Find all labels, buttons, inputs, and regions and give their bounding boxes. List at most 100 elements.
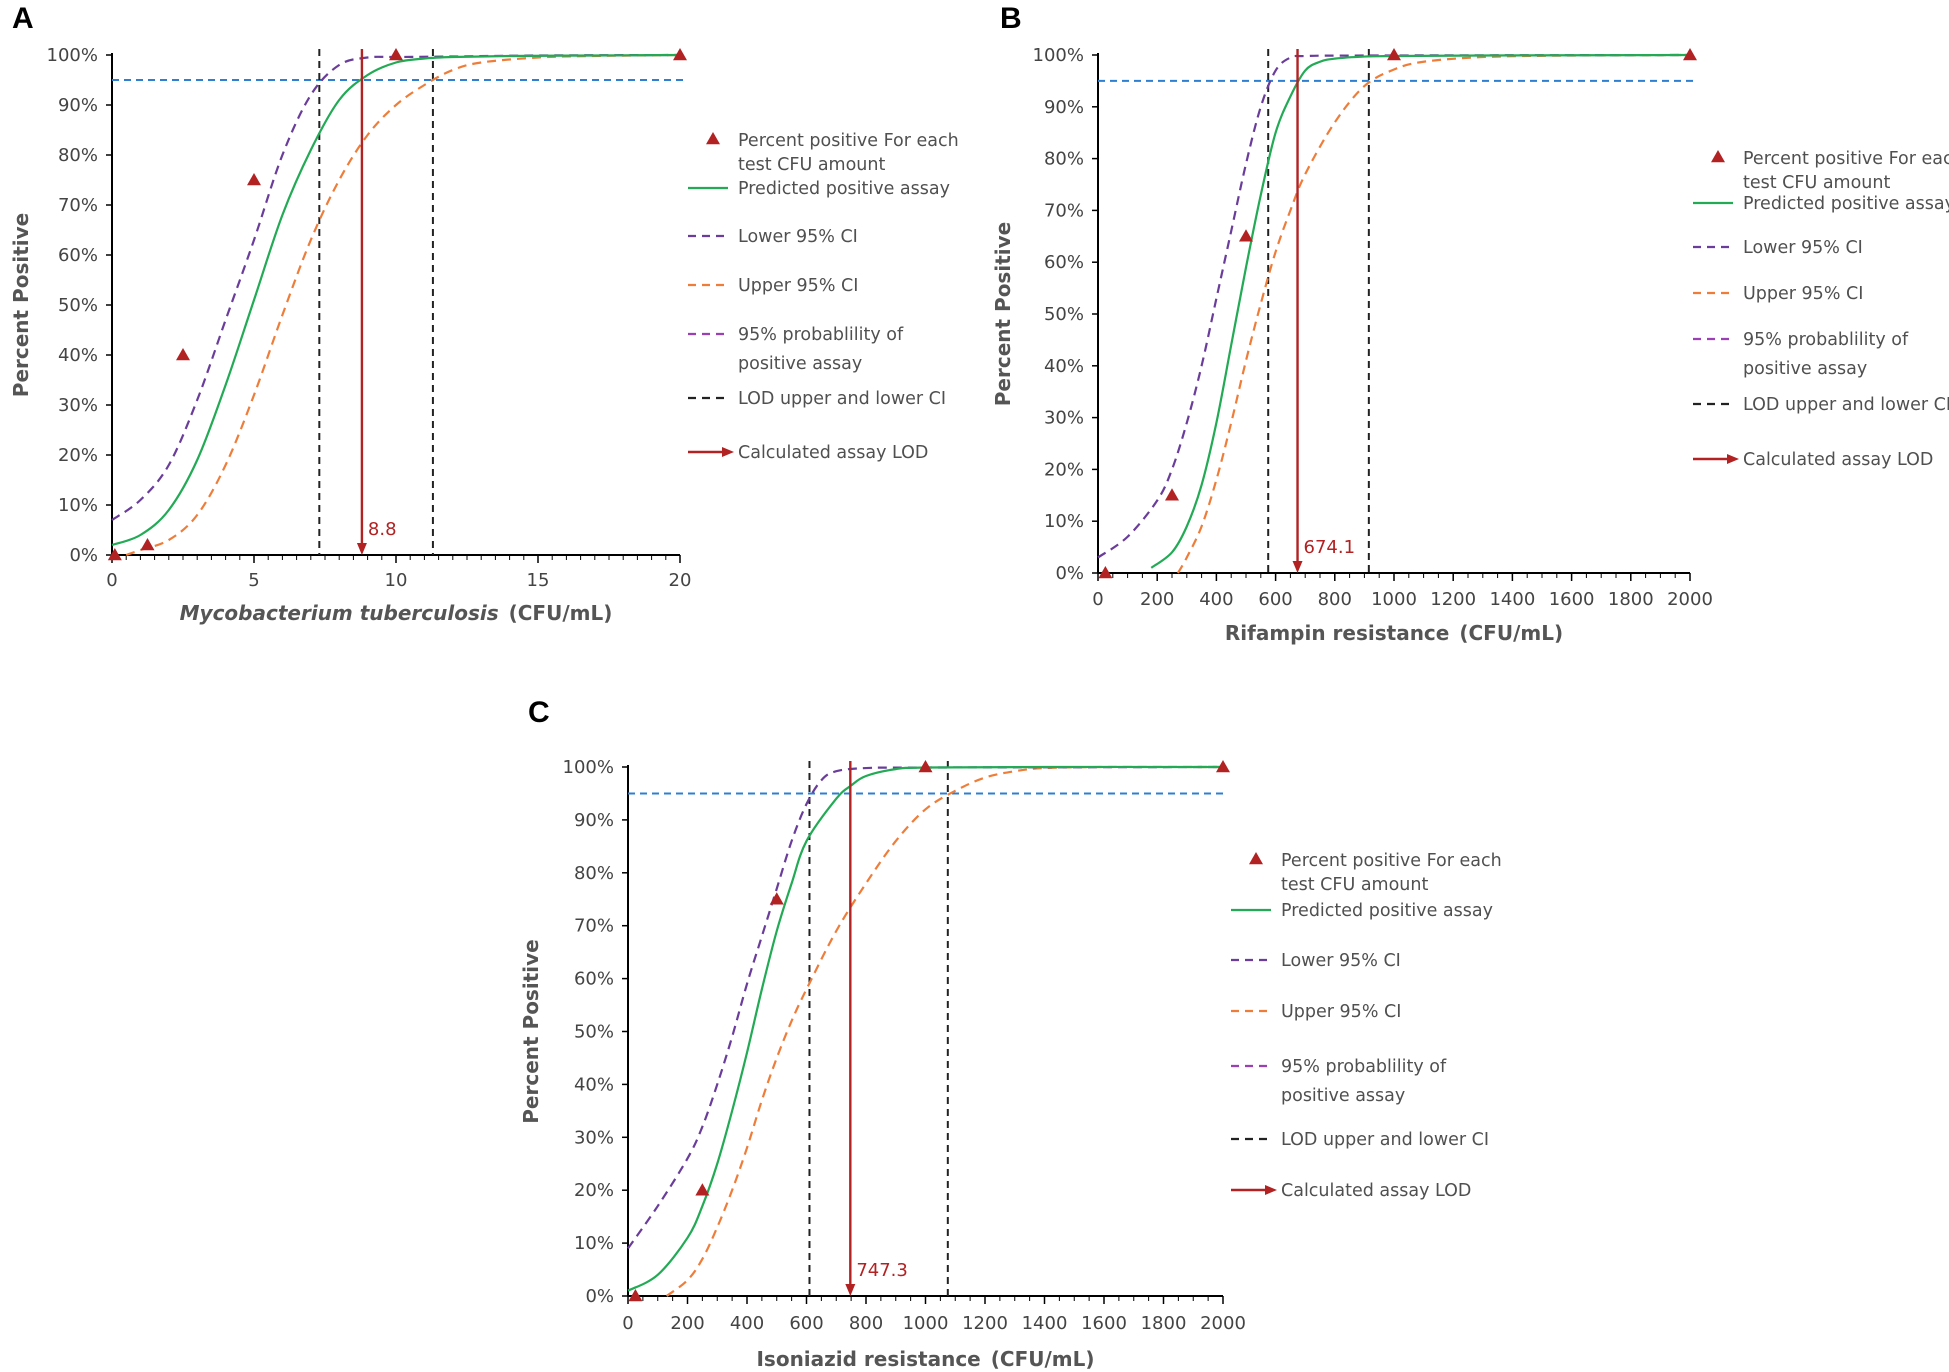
y-tick-label: 70% [574,916,614,937]
lod-value-label: 747.3 [856,1260,908,1281]
y-tick-label: 50% [1044,304,1084,325]
data-point [247,173,261,186]
legend: Percent positive For each test CFU amount… [688,131,959,463]
y-tick-label: 0% [585,1286,614,1307]
data-point [1683,48,1697,61]
legend-points-label: Percent positive For each [1281,851,1502,871]
legend-prob-label: 95% probablility of [738,325,904,345]
x-axis-title: Isoniazid resistance (CFU/mL) [756,1347,1094,1371]
lod-arrow-head [1292,561,1303,573]
y-tick-label: 60% [574,969,614,990]
data-point [107,548,122,561]
x-axis-title-unit: (CFU/mL) [509,601,613,625]
data-point [389,48,403,61]
x-tick-label: 800 [849,1313,883,1334]
legend-prob-label-line2: positive assay [738,354,862,374]
y-tick-label: 0% [69,545,98,566]
data-point [1239,229,1253,242]
predicted-fit-curve [1150,53,1691,569]
x-tick-label: 400 [730,1313,764,1334]
upper-ci-curve [1176,53,1691,574]
lod-value-label: 8.8 [368,519,397,540]
x-tick-label: 200 [1140,589,1174,610]
y-tick-label: 30% [58,395,98,416]
legend-upper-label: Upper 95% CI [1743,284,1863,304]
x-axis-title: Mycobacterium tuberculosis (CFU/mL) [180,601,613,625]
legend-lod-arrow [1727,454,1739,464]
lower-ci-curve [627,765,1224,1250]
x-tick-label: 400 [1199,589,1233,610]
lod-arrow-head [845,1284,856,1296]
y-tick-label: 70% [58,195,98,216]
legend-lod-label: Calculated assay LOD [1281,1181,1471,1201]
data-point [918,760,933,773]
x-tick-label: 200 [670,1313,704,1334]
x-tick-label: 1000 [903,1313,949,1334]
y-tick-label: 100% [1033,45,1084,66]
y-tick-label: 100% [563,757,614,778]
x-tick-label: 0 [106,570,117,591]
y-axis-title: Percent Positive [9,213,33,397]
y-tick-label: 50% [58,295,98,316]
lower-ci-curve [1097,53,1691,559]
predicted-fit-curve [627,765,1224,1292]
x-tick-label: 15 [527,570,550,591]
y-tick-label: 60% [58,245,98,266]
panel-label: A [12,2,34,35]
legend-lodci-label: LOD upper and lower CI [1743,395,1949,415]
legend-lodci-label: LOD upper and lower CI [1281,1130,1489,1150]
y-tick-label: 0% [1055,563,1084,584]
upper-ci-curve [666,765,1224,1297]
x-tick-label: 20 [669,570,692,591]
x-axis-title-unit: (CFU/mL) [991,1347,1095,1371]
data-point [140,538,155,551]
x-axis-title-name: Mycobacterium tuberculosis [180,601,499,625]
data-point [176,348,190,361]
legend-prob-label-line2: positive assay [1743,359,1867,379]
legend-lower-label: Lower 95% CI [1743,238,1863,258]
legend-point-symbol [1249,852,1263,865]
data-point [1216,760,1230,773]
legend-fit-label: Predicted positive assay [1281,901,1493,921]
y-tick-label: 90% [58,95,98,116]
y-tick-label: 20% [1044,459,1084,480]
legend-fit-label: Predicted positive assay [738,179,950,199]
x-tick-label: 1800 [1141,1313,1187,1334]
chart-panel-c: C 0% 10% 20% 30% 40% 50% 60% 70% 80% 90% 100% 0 200 40… [519,696,1502,1371]
x-tick-label: 2000 [1200,1313,1246,1334]
y-axis-title: Percent Positive [519,939,543,1123]
y-tick-label: 30% [574,1127,614,1148]
legend-points-label: Percent positive For each [1743,149,1949,169]
x-tick-label: 5 [248,570,259,591]
x-tick-label: 800 [1318,589,1352,610]
data-point [673,48,687,61]
data-point [1098,566,1113,579]
legend-points-label-line2: test CFU amount [1281,875,1428,895]
data-point [695,1183,710,1196]
x-tick-label: 1800 [1608,589,1654,610]
legend-lod-arrow [1265,1185,1277,1195]
y-tick-label: 40% [574,1074,614,1095]
x-axis-title-name: Rifampin resistance [1225,621,1449,645]
panel-label: C [528,696,550,729]
chart-panel-b: B 0% 10% 20% 30% 40% 50% 60% 70% 80% 90% 100% 0 200 40… [991,2,1949,645]
legend-prob-label-line2: positive assay [1281,1086,1405,1106]
legend-fit-label: Predicted positive assay [1743,194,1949,214]
x-tick-label: 1200 [1430,589,1476,610]
predicted-fit-curve [111,53,681,547]
x-tick-label: 1400 [1022,1313,1068,1334]
legend-points-label-line2: test CFU amount [1743,173,1890,193]
x-tick-label: 1600 [1549,589,1595,610]
data-point [1387,48,1401,61]
legend-point-symbol [706,132,720,145]
legend-points-label-line2: test CFU amount [738,155,885,175]
x-tick-label: 600 [1258,589,1292,610]
x-tick-label: 10 [385,570,408,591]
legend-lodci-label: LOD upper and lower CI [738,389,946,409]
x-axis-title: Rifampin resistance (CFU/mL) [1225,621,1563,645]
y-tick-label: 20% [58,445,98,466]
lod-arrow-head [356,543,367,555]
x-tick-label: 0 [1092,589,1103,610]
upper-ci-curve [125,53,681,557]
